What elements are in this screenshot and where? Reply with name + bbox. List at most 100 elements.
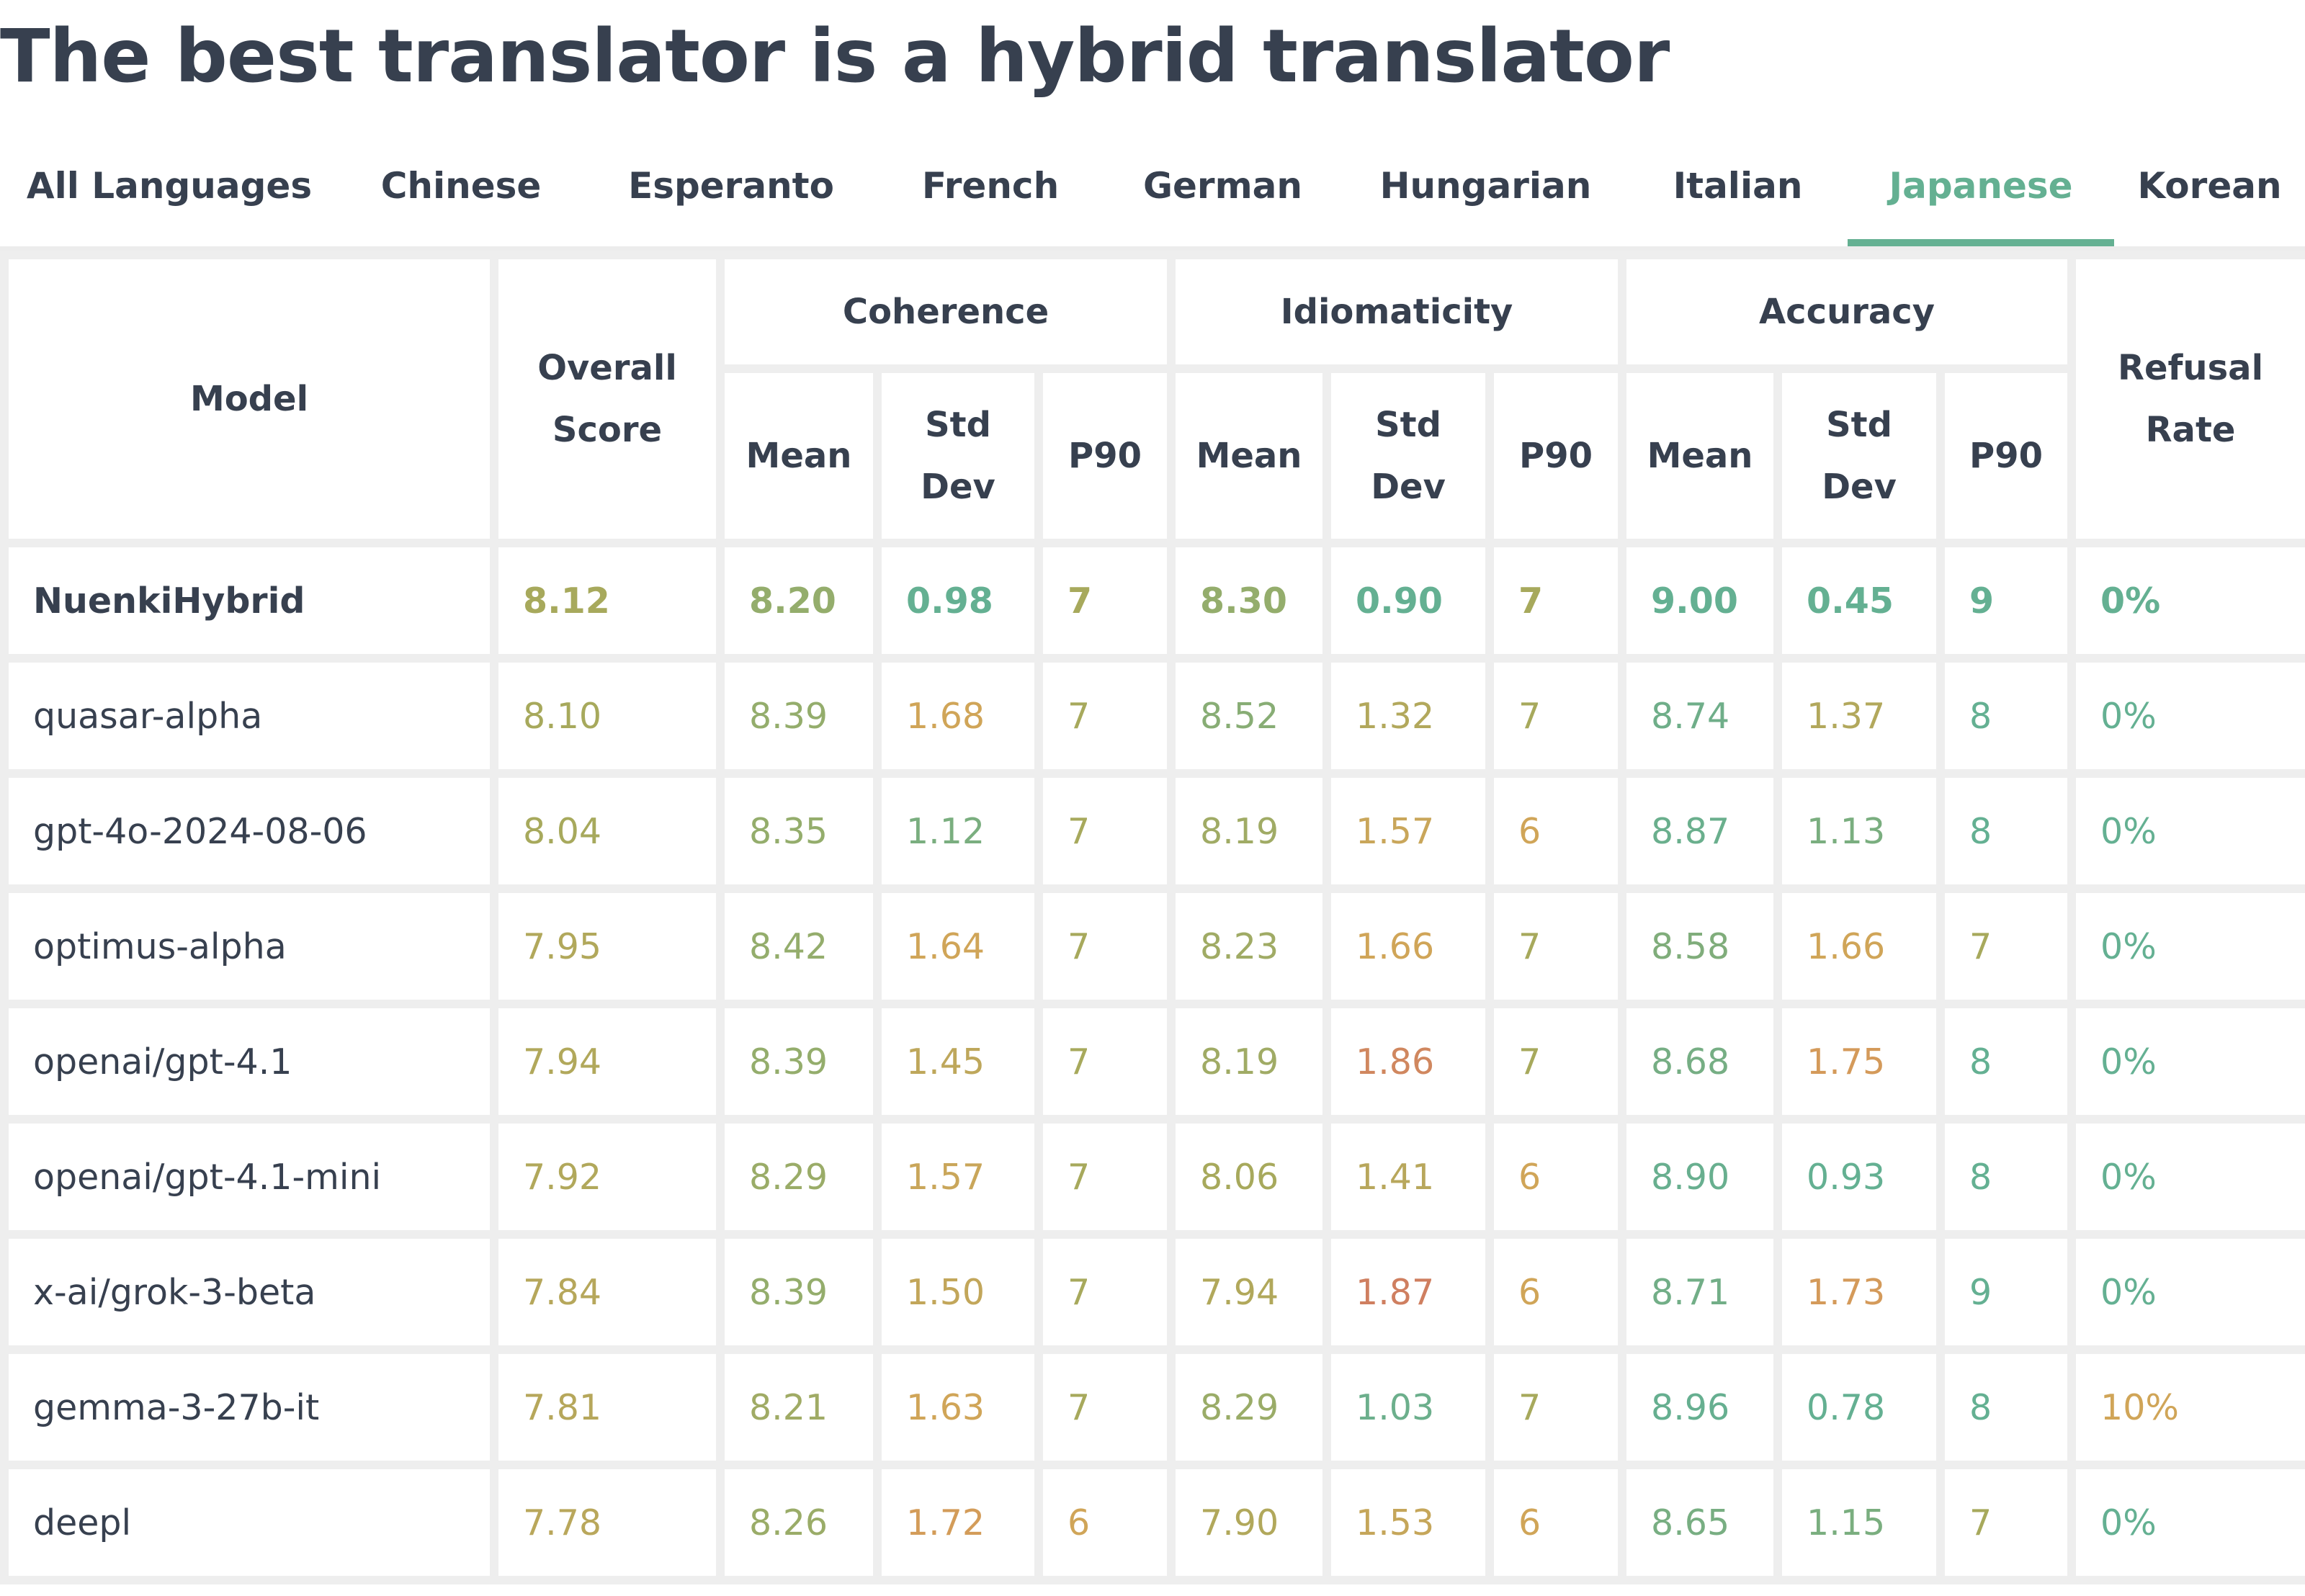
coherence-mean: 8.39: [716, 654, 882, 778]
idiomaticity-std: 1.41: [1322, 1115, 1495, 1239]
idiomaticity-std: 1.86: [1322, 1000, 1495, 1124]
idiomaticity-p90: 7: [1485, 1000, 1627, 1124]
accuracy-p90: 8: [1936, 654, 2077, 778]
overall-score: 7.92: [490, 1115, 725, 1239]
table-row: optimus-alpha 7.95 8.42 1.64 7 8.23 1.66 7 8.58 1…: [0, 884, 2305, 1008]
header-idiomaticity: Idiomaticity: [1167, 251, 1627, 373]
model-name: x-ai/grok-3-beta: [0, 1230, 498, 1354]
idiomaticity-p90: 7: [1485, 654, 1627, 778]
idiomaticity-std: 1.87: [1322, 1230, 1495, 1354]
idiomaticity-p90: 6: [1485, 1115, 1627, 1239]
coherence-std: 1.63: [873, 1345, 1043, 1469]
idiomaticity-mean: 8.52: [1167, 654, 1332, 778]
coherence-p90: 6: [1034, 1461, 1176, 1584]
refusal-rate: 10%: [2067, 1345, 2305, 1469]
idiomaticity-mean: 7.90: [1167, 1461, 1332, 1584]
tab-hungarian[interactable]: Hungarian: [1379, 165, 1592, 207]
coherence-std: 1.64: [873, 884, 1043, 1008]
header-idiomaticity-std: Std Dev: [1322, 364, 1495, 547]
coherence-mean: 8.21: [716, 1345, 882, 1469]
table-row: quasar-alpha 8.10 8.39 1.68 7 8.52 1.32 7 8.74 1.…: [0, 654, 2305, 778]
accuracy-p90: 8: [1936, 1000, 2077, 1124]
idiomaticity-std: 1.53: [1322, 1461, 1495, 1584]
tab-korean[interactable]: Korean: [2137, 165, 2282, 207]
tab-italian[interactable]: Italian: [1673, 165, 1803, 207]
overall-score: 8.12: [490, 539, 725, 663]
tab-french[interactable]: French: [921, 165, 1060, 207]
model-name: openai/gpt-4.1: [0, 1000, 498, 1124]
coherence-p90: 7: [1034, 1000, 1176, 1124]
table-row: openai/gpt-4.1-mini 7.92 8.29 1.57 7 8.06 1.41…: [0, 1115, 2305, 1239]
accuracy-std: 1.73: [1773, 1230, 1946, 1354]
accuracy-std: 0.45: [1773, 539, 1946, 663]
coherence-std: 1.57: [873, 1115, 1043, 1239]
accuracy-std: 1.75: [1773, 1000, 1946, 1124]
refusal-rate: 0%: [2067, 1230, 2305, 1354]
accuracy-p90: 8: [1936, 769, 2077, 893]
tab-chinese[interactable]: Chinese: [380, 165, 542, 207]
coherence-mean: 8.29: [716, 1115, 882, 1239]
model-name: openai/gpt-4.1-mini: [0, 1115, 498, 1239]
header-model: Model: [0, 251, 498, 547]
tab-esperanto[interactable]: Esperanto: [628, 165, 834, 207]
overall-score: 7.81: [490, 1345, 725, 1469]
refusal-rate: 0%: [2067, 1115, 2305, 1239]
coherence-std: 1.45: [873, 1000, 1043, 1124]
accuracy-p90: 7: [1936, 1461, 2077, 1584]
idiomaticity-mean: 8.19: [1167, 769, 1332, 893]
accuracy-mean: 8.71: [1618, 1230, 1783, 1354]
accuracy-mean: 8.65: [1618, 1461, 1783, 1584]
coherence-mean: 8.39: [716, 1230, 882, 1354]
accuracy-mean: 8.74: [1618, 654, 1783, 778]
refusal-rate: 0%: [2067, 654, 2305, 778]
header-overall-score: Overall Score: [490, 251, 725, 547]
accuracy-p90: 9: [1936, 1230, 2077, 1354]
coherence-std: 1.12: [873, 769, 1043, 893]
table-row: openai/gpt-4.1 7.94 8.39 1.45 7 8.19 1.86 7 8.68…: [0, 1000, 2305, 1124]
accuracy-p90: 7: [1936, 884, 2077, 1008]
idiomaticity-std: 1.57: [1322, 769, 1495, 893]
refusal-rate: 0%: [2067, 884, 2305, 1008]
idiomaticity-mean: 8.06: [1167, 1115, 1332, 1239]
model-name: deepl: [0, 1461, 498, 1584]
idiomaticity-mean: 7.94: [1167, 1230, 1332, 1354]
accuracy-mean: 8.58: [1618, 884, 1783, 1008]
refusal-rate: 0%: [2067, 1000, 2305, 1124]
model-name: gpt-4o-2024-08-06: [0, 769, 498, 893]
idiomaticity-p90: 6: [1485, 1230, 1627, 1354]
header-idiomaticity-p90: P90: [1485, 364, 1627, 547]
accuracy-std: 1.37: [1773, 654, 1946, 778]
coherence-mean: 8.42: [716, 884, 882, 1008]
language-tabs: All Languages Chinese Esperanto French Germa…: [0, 141, 2305, 251]
overall-score: 7.95: [490, 884, 725, 1008]
table-row: deepl 7.78 8.26 1.72 6 7.90 1.53 6 8.65 1.15 7 0%: [0, 1461, 2305, 1584]
accuracy-mean: 8.96: [1618, 1345, 1783, 1469]
refusal-rate: 0%: [2067, 539, 2305, 663]
header-idiomaticity-mean: Mean: [1167, 364, 1332, 547]
idiomaticity-std: 0.90: [1322, 539, 1495, 663]
idiomaticity-std: 1.03: [1322, 1345, 1495, 1469]
coherence-mean: 8.20: [716, 539, 882, 663]
refusal-rate: 0%: [2067, 1461, 2305, 1584]
accuracy-std: 0.78: [1773, 1345, 1946, 1469]
coherence-p90: 7: [1034, 884, 1176, 1008]
model-name: quasar-alpha: [0, 654, 498, 778]
idiomaticity-mean: 8.19: [1167, 1000, 1332, 1124]
header-accuracy: Accuracy: [1618, 251, 2077, 373]
tab-japanese[interactable]: Japanese: [1848, 141, 2114, 246]
accuracy-mean: 8.90: [1618, 1115, 1783, 1239]
page-title: The best translator is a hybrid translat…: [0, 14, 1670, 99]
idiomaticity-mean: 8.30: [1167, 539, 1332, 663]
coherence-mean: 8.39: [716, 1000, 882, 1124]
coherence-p90: 7: [1034, 1345, 1176, 1469]
tab-german[interactable]: German: [1142, 165, 1303, 207]
tab-all-languages[interactable]: All Languages: [26, 165, 313, 207]
accuracy-mean: 8.87: [1618, 769, 1783, 893]
accuracy-mean: 9.00: [1618, 539, 1783, 663]
idiomaticity-std: 1.32: [1322, 654, 1495, 778]
model-name: NuenkiHybrid: [0, 539, 498, 663]
header-coherence-std: Std Dev: [873, 364, 1043, 547]
coherence-std: 1.72: [873, 1461, 1043, 1584]
coherence-std: 1.50: [873, 1230, 1043, 1354]
refusal-rate: 0%: [2067, 769, 2305, 893]
